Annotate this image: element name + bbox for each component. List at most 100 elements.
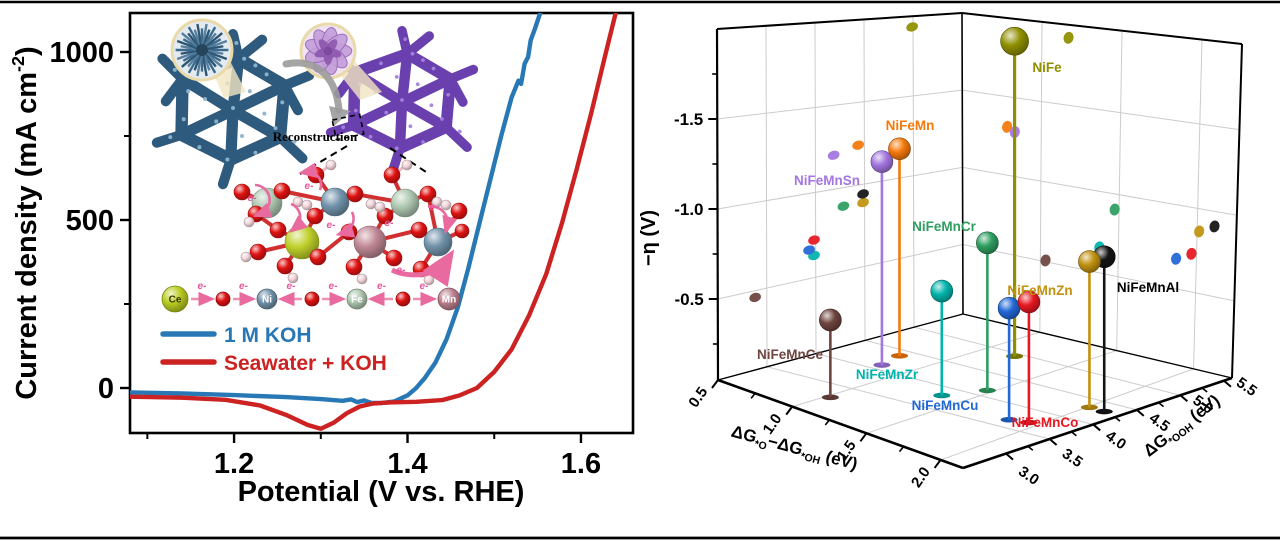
data-ball — [870, 150, 894, 173]
right-wall-dot-NiFe — [1063, 31, 1074, 44]
hydrogen-atom — [240, 251, 252, 263]
metal-atom — [353, 225, 387, 259]
oxygen-atom — [385, 249, 403, 267]
data-ball — [888, 137, 911, 161]
oxygen-atom — [306, 207, 324, 225]
electron-label: e- — [420, 281, 430, 292]
y-axis-title: Current density (mA cm-2) — [8, 46, 43, 399]
chain-atom-Ce — [161, 285, 189, 313]
chain-atom-label: Ni — [262, 295, 272, 306]
hydrogen-atom — [243, 216, 255, 228]
chain-atom-Mn — [437, 287, 461, 311]
y-tick-label: 3.5 — [1059, 445, 1086, 471]
gridline — [940, 368, 1194, 461]
x-minor-tick — [750, 392, 756, 399]
left-wall-dot-NiFe — [906, 22, 918, 32]
left-wall-dot-NiFeMnAl — [857, 189, 869, 199]
gridline — [814, 22, 817, 354]
frame-edge — [717, 313, 964, 381]
lsv-curves — [130, 13, 618, 431]
x-tick — [859, 432, 868, 442]
y-tick-label: 4.0 — [1102, 427, 1129, 453]
metal-atom — [320, 187, 350, 217]
chain-atom-label: Ce — [169, 295, 182, 306]
volcano-3d-panel: -0.5-1.0-1.50.51.01.52.0 3.03.54.04.55.05… — [638, 12, 1260, 491]
right-wall-dot-NiFeMnCr — [1109, 203, 1120, 216]
left-wall-dot-NiFeMnCu — [803, 245, 815, 255]
y-minor-tick — [1114, 416, 1121, 422]
frame-3d — [715, 12, 1243, 470]
stem-point-NiFeMnAl — [1092, 245, 1116, 415]
z-axis-title: −η (V) — [638, 210, 660, 266]
left-wall-dot-NiFeMnZn — [857, 197, 869, 208]
dashed-zoom-box — [331, 113, 365, 141]
electron-arrow — [427, 205, 458, 235]
hydrogen-atom — [325, 159, 337, 171]
legend-label: 1 M KOH — [224, 324, 312, 347]
y-minor-tick — [1158, 401, 1165, 408]
oxygen-atom — [454, 223, 470, 239]
point-label-NiFeMnCu: NiFeMnCu — [912, 398, 979, 413]
oxygen-atom — [249, 243, 267, 261]
gridline — [864, 339, 1137, 411]
hydrogen-atom — [401, 159, 413, 171]
gridline — [962, 166, 1237, 216]
y-minor-tick — [1070, 431, 1077, 437]
gridline — [1116, 30, 1123, 351]
electron-label: e- — [198, 281, 208, 292]
oxygen-atom — [345, 258, 363, 276]
electron-arrow — [288, 202, 308, 233]
frame-edge — [716, 12, 963, 30]
hydrogen-atom — [365, 198, 377, 210]
y-tick-label: 3.0 — [1015, 463, 1042, 489]
x-tick — [785, 406, 794, 416]
molecular-structure: e-e-e-e-e-e- — [233, 159, 470, 287]
nanoflower-inset-after — [299, 22, 357, 80]
stem-base-disc — [978, 387, 996, 394]
point-label-NiFe: NiFe — [1032, 60, 1062, 75]
y-tick — [1048, 438, 1058, 446]
frame-edge — [962, 313, 1233, 379]
point-label-NiFeMnAl: NiFeMnAl — [1117, 280, 1179, 295]
chain-atom-label: Fe — [351, 295, 363, 306]
z-tick-label: -0.5 — [674, 290, 703, 309]
gridline — [912, 16, 915, 328]
left-wall-dot-NiFeMnCo — [808, 235, 820, 245]
stem-point-NiFeMnCo — [1017, 290, 1041, 426]
stem-base-disc — [1000, 416, 1018, 423]
stem-points — [819, 26, 1116, 426]
data-ball — [997, 296, 1021, 320]
chain-atom-Ni — [256, 288, 278, 310]
electron-arrow — [390, 249, 455, 287]
frame-edge — [961, 12, 964, 315]
x-tick — [711, 379, 719, 389]
oxygen-atom — [419, 185, 437, 203]
x-tick-label: 1.2 — [214, 448, 254, 480]
gridline — [815, 353, 1094, 425]
oxygen-atom — [269, 221, 287, 239]
y-tick — [1223, 379, 1232, 388]
reconstruction-arrowhead — [329, 106, 351, 126]
reconstruction-inset: Reconstruction e-e-e-e-e-e-e-e-e-e-e-e- Ce… — [151, 18, 479, 313]
gridline — [913, 326, 1181, 396]
electron-label: e- — [377, 281, 387, 292]
electron-label: e- — [327, 220, 337, 231]
x-axis-title: ΔG*O−ΔG*OH (eV) — [728, 422, 859, 477]
y-tick — [1136, 409, 1145, 417]
hydrogen-atom — [374, 201, 386, 213]
oxygen-atom — [410, 221, 428, 239]
grid-3d — [717, 16, 1240, 461]
gridline — [765, 25, 768, 367]
chain-atom-O — [304, 291, 320, 307]
electron-label: e- — [329, 281, 339, 292]
right-wall-dot-NiFeMnCo — [1186, 247, 1197, 260]
right-wall-dot-NiFeMnAl — [1209, 220, 1220, 233]
gridline — [962, 89, 1240, 131]
electron-label: e- — [287, 281, 297, 292]
oxygen-atom — [309, 248, 327, 266]
stem-base-disc — [1080, 404, 1098, 411]
stem-base-disc — [933, 392, 951, 399]
y-minor-tick — [1201, 387, 1208, 393]
oxygen-atom — [383, 166, 401, 184]
